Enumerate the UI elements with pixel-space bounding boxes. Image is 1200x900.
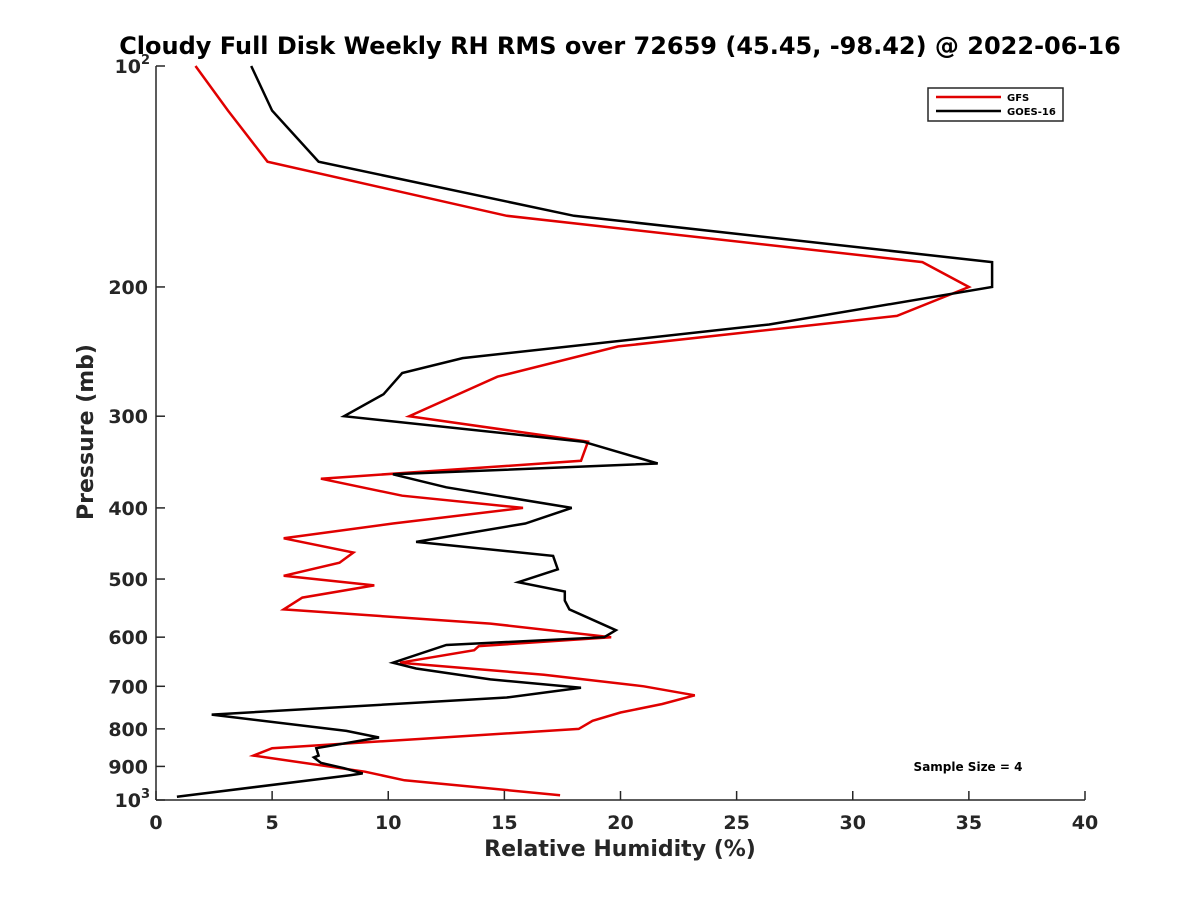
y-tick-label: 200	[108, 277, 148, 299]
series-line-goes-16	[176, 65, 994, 799]
y-axis-label: Pressure (mb)	[74, 344, 99, 520]
y-tick-label: 700	[108, 676, 148, 698]
x-tick-label: 35	[956, 812, 982, 834]
y-tick-label: 800	[108, 719, 148, 741]
plot-area	[155, 65, 1085, 801]
y-tick-label: 103	[115, 787, 151, 812]
legend: GFS GOES-16	[927, 87, 1064, 122]
x-tick-label: 10	[375, 812, 401, 834]
x-tick-label: 15	[491, 812, 517, 834]
x-axis: 0 5 10 15 20 25 30 35 40	[149, 791, 1098, 834]
series-line-gfs	[194, 65, 972, 797]
x-tick-label: 0	[149, 812, 162, 834]
y-tick-label: 600	[108, 627, 148, 649]
x-axis-label: Relative Humidity (%)	[484, 837, 756, 862]
legend-box	[927, 87, 1064, 122]
legend-label-gfs: GFS	[1007, 93, 1029, 104]
y-tick-label: 500	[108, 569, 148, 591]
x-tick-label: 40	[1072, 812, 1098, 834]
legend-label-goes-16: GOES-16	[1007, 107, 1056, 118]
y-tick-label: 300	[108, 406, 148, 428]
y-axis: 102 200 300 400 500 600 700 800 900 103	[108, 53, 165, 812]
chart-title: Cloudy Full Disk Weekly RH RMS over 7265…	[119, 32, 1121, 60]
x-tick-label: 5	[266, 812, 279, 834]
x-tick-label: 30	[840, 812, 866, 834]
sample-size-annotation: Sample Size = 4	[914, 760, 1023, 774]
x-tick-label: 25	[723, 812, 749, 834]
x-tick-label: 20	[607, 812, 633, 834]
y-tick-label: 900	[108, 756, 148, 778]
y-tick-label: 102	[115, 53, 151, 78]
y-tick-label: 400	[108, 498, 148, 520]
